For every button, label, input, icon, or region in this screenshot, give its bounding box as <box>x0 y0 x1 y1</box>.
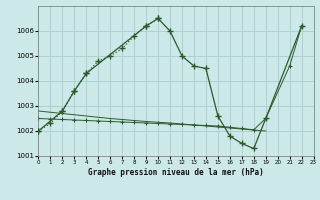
X-axis label: Graphe pression niveau de la mer (hPa): Graphe pression niveau de la mer (hPa) <box>88 168 264 177</box>
